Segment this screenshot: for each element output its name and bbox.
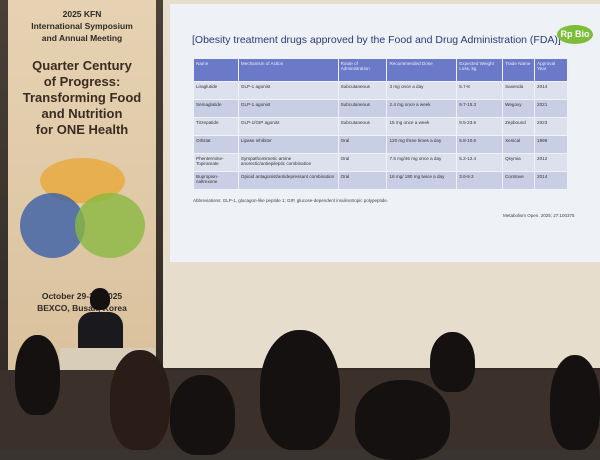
table-cell: Zepbound — [502, 117, 536, 136]
table-cell: 7.5 mg/46 mg once a day — [386, 153, 458, 172]
table-cell: 9.7-15.3 — [456, 99, 504, 118]
table-cell: 1999 — [534, 135, 568, 154]
speaker-head — [90, 288, 110, 310]
table-row: Bupropion-naltrexone Opioid antagonist/an… — [193, 171, 568, 190]
table-cell: 5.8-10.6 — [456, 135, 504, 154]
table-cell: 5.2-12.4 — [456, 153, 504, 172]
table-cell: 3.6-9.3 — [456, 171, 504, 190]
table-cell: Saxenda — [502, 81, 536, 100]
table-cell: Sympathomimetic amine anorectic/antiepil… — [237, 153, 339, 172]
table-cell: Subcutaneous — [337, 99, 388, 118]
venue-line: BEXCO, Busan, Korea — [37, 303, 127, 313]
table-cell: Semaglutide — [193, 99, 239, 118]
green-blob — [74, 193, 145, 258]
table-cell: GLP-1 agonist — [237, 99, 339, 118]
table-cell: 2023 — [534, 117, 568, 136]
table-cell: 2021 — [534, 99, 568, 118]
table-cell: 2012 — [534, 153, 568, 172]
column-header: Mechanism of Action — [237, 58, 339, 82]
audience-head — [170, 375, 235, 455]
audience-head — [430, 332, 475, 392]
table-cell: 120 mg three times a day — [386, 135, 458, 154]
table-cell: 2014 — [534, 171, 568, 190]
table-cell: GLP-1 agonist — [237, 81, 339, 100]
audience-head — [355, 380, 450, 460]
speaker — [78, 288, 123, 352]
presentation-slide: [Obesity treatment drugs approved by the… — [170, 4, 600, 262]
speaker-body — [78, 312, 123, 352]
table-cell: Contrave — [502, 171, 536, 190]
abbreviations-note: Abbreviations: GLP-1, glucagon-like pept… — [193, 198, 389, 203]
table-row: Semaglutide GLP-1 agonist Subcutaneous 2.4 … — [193, 99, 568, 118]
table-cell: Xenical — [502, 135, 536, 154]
column-header: Trade Name — [502, 58, 536, 82]
audience-head — [110, 350, 170, 450]
date-line: October 29-31, 2025 — [41, 291, 123, 301]
subtitle-line: International Symposium — [31, 21, 133, 31]
audience — [0, 330, 600, 460]
blue-blob — [19, 193, 85, 258]
table-cell: Wegovy — [502, 99, 536, 118]
column-header: Route of Administration — [337, 58, 388, 82]
table-cell: Liraglutide — [193, 81, 239, 100]
column-header: Expected Weight Loss, kg — [456, 58, 504, 82]
table-row: Phentermine-Topiramate Sympathomimetic am… — [193, 153, 568, 172]
table-row: Tirzepatide GLP-1/GIP agonist Subcutaneous… — [193, 117, 568, 136]
title-line: of Progress: — [43, 74, 121, 89]
table-cell: 16 mg/ 180 mg twice a day — [386, 171, 458, 190]
title-line: for ONE Health — [35, 122, 129, 137]
table-cell: 2014 — [534, 81, 568, 100]
table-cell: Tirzepatide — [193, 117, 239, 136]
banner-title: Quarter Century of Progress: Transformin… — [8, 58, 156, 138]
subtitle-line: and Annual Meeting — [41, 33, 123, 43]
subtitle-line: 2025 KFN — [62, 9, 102, 19]
table-cell: 3 mg once a day — [386, 81, 458, 100]
table-cell: 5.7-8 — [456, 81, 504, 100]
slide-title: [Obesity treatment drugs approved by the… — [192, 34, 561, 46]
table-cell: Subcutaneous — [337, 117, 388, 136]
drug-table: Name Mechanism of Action Route of Administ… — [193, 58, 568, 190]
table-cell: Oral — [337, 135, 388, 154]
event-banner: 2025 KFN International Symposium and Ann… — [8, 0, 156, 400]
rpbio-logo: Rp Bio — [557, 25, 593, 44]
citation: Metabolism Open. 2025; 27:100375 — [503, 213, 575, 218]
table-row: Liraglutide GLP-1 agonist Subcutaneous 3 mg… — [193, 81, 568, 100]
table-cell: GLP-1/GIP agonist — [237, 117, 339, 136]
banner-date: October 29-31, 2025 BEXCO, Busan, Korea — [8, 290, 156, 314]
title-line: Transforming Food — [22, 90, 142, 105]
table-cell: Oral — [337, 171, 388, 190]
table-cell: 2.4 mg once a week — [386, 99, 458, 118]
table-cell: 9.5-23.6 — [456, 117, 504, 136]
banner-artwork — [19, 158, 145, 268]
table-cell: Subcutaneous — [337, 81, 388, 100]
table-cell: Oral — [337, 153, 388, 172]
table-cell: Qsymia — [502, 153, 536, 172]
table-cell: Bupropion-naltrexone — [193, 171, 239, 190]
table-cell: Opioid antagonist/antidepressant combina… — [237, 171, 339, 190]
audience-head — [260, 330, 340, 450]
audience-head — [15, 335, 60, 415]
title-line: and Nutrition — [41, 106, 123, 121]
title-line: Quarter Century — [32, 58, 132, 73]
audience-head — [550, 355, 600, 450]
table-header-row: Name Mechanism of Action Route of Administ… — [193, 58, 568, 82]
banner-subtitle: 2025 KFN International Symposium and Ann… — [8, 8, 156, 44]
table-row: Orlistat Lipase inhibitor Oral 120 mg three… — [193, 135, 568, 154]
table-cell: 15 mg once a week — [386, 117, 458, 136]
table-cell: Orlistat — [193, 135, 239, 154]
column-header: Recommended Dose — [386, 58, 458, 82]
table-cell: Phentermine-Topiramate — [193, 153, 239, 172]
column-header: Name — [193, 58, 239, 82]
table-cell: Lipase inhibitor — [237, 135, 339, 154]
column-header: Approval Year — [534, 58, 568, 82]
